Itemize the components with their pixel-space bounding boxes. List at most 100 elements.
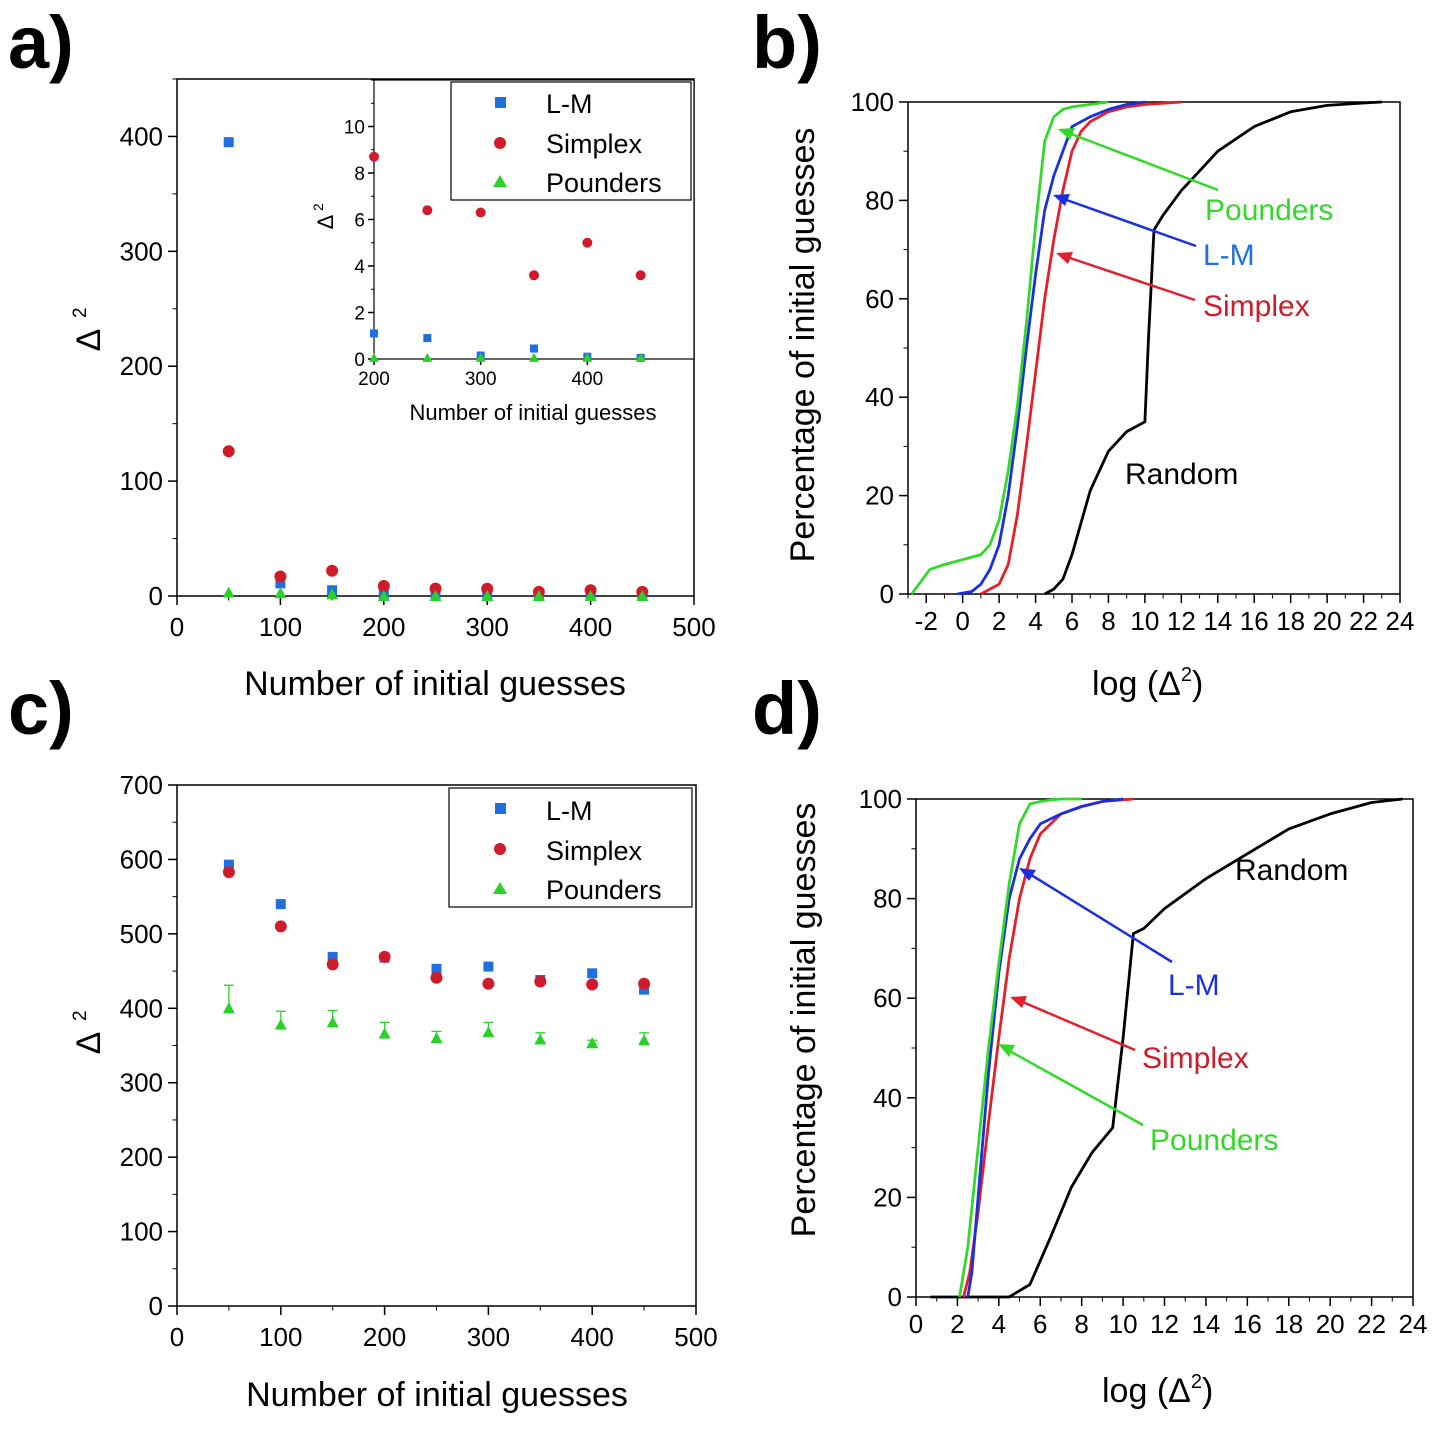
arrow-pounders-d bbox=[1005, 1047, 1144, 1127]
ticks-d-ytick-label-3: 60 bbox=[873, 983, 902, 1013]
marks-a-inset-point-simplex-5 bbox=[635, 270, 646, 281]
ticks-b-xtick-label-3: 4 bbox=[1028, 606, 1042, 636]
ticks-c: 0 100 200 300 400 500 0 100 200 300 400 500 600 700 bbox=[120, 770, 718, 1352]
annotation-lm-d: L-M bbox=[1168, 969, 1220, 1002]
ticks-d-xtick-label-3: 6 bbox=[1033, 1309, 1047, 1339]
marks-a-point-simplex-2 bbox=[326, 564, 339, 577]
marks-c bbox=[222, 859, 651, 1049]
ticks-d-xtick-label-1: 2 bbox=[950, 1309, 964, 1339]
marks-b-line-pounders bbox=[910, 100, 1109, 595]
ticks-b-ytick-label-0: 0 bbox=[880, 579, 894, 609]
marks-a-inset-point-pounders-2 bbox=[475, 352, 486, 362]
marks-c-point-pounders-6 bbox=[534, 1033, 547, 1045]
legend-box-c bbox=[448, 787, 693, 908]
marks-c-point-lm-1 bbox=[275, 899, 286, 910]
x-axis-sup-d: 2 bbox=[1191, 1371, 1202, 1393]
marks-c-point-pounders-2 bbox=[326, 1016, 339, 1028]
marks-a-point-lm-1 bbox=[275, 578, 286, 589]
x-axis-log-suffix-d: ) bbox=[1202, 1372, 1213, 1410]
marks-d bbox=[930, 797, 1403, 1299]
marks-a-inset-point-simplex-4 bbox=[582, 237, 593, 248]
legend-marker-simplex-c bbox=[494, 843, 506, 855]
x-axis-label-a: Number of initial guesses bbox=[244, 665, 626, 703]
marks-a-point-lm-0 bbox=[223, 137, 234, 148]
ticks-c-ytick-label-6: 600 bbox=[120, 844, 163, 874]
marks-a-point-pounders-6 bbox=[532, 589, 545, 601]
ticks-a-xtick-label-5: 500 bbox=[672, 612, 715, 642]
ticks-b-xtick-label-12: 22 bbox=[1349, 606, 1378, 636]
marks-a-inset-point-lm-3 bbox=[530, 344, 538, 353]
ticks-a-inset-ytick-label-3: 6 bbox=[354, 211, 365, 232]
ticks-d-xtick-label-5: 10 bbox=[1109, 1309, 1138, 1339]
marks-a-inset-point-pounders-0 bbox=[369, 352, 379, 362]
legend-label-simplex-a: Simplex bbox=[546, 129, 643, 159]
legend-a: L-M Simplex Pounders bbox=[450, 81, 692, 201]
arrow-lm-b bbox=[1060, 196, 1197, 248]
legend-c: L-M Simplex Pounders bbox=[448, 787, 693, 908]
inset-y-axis-label-a: Δ 2 bbox=[310, 203, 338, 229]
ticks-a-inset-xtick-label-0: 200 bbox=[358, 369, 390, 390]
marks-c-point-simplex-3 bbox=[378, 950, 391, 963]
ticks-c-xtick-label-1: 100 bbox=[259, 1322, 302, 1352]
ticks-d-xtick-label-2: 4 bbox=[992, 1309, 1006, 1339]
marks-c-point-pounders-0 bbox=[222, 1002, 235, 1014]
svg-text:log (Δ2): log (Δ2) bbox=[1092, 664, 1203, 703]
ticks-a-inset-ytick-label-1: 2 bbox=[354, 304, 365, 325]
arrowhead-pounders-d bbox=[998, 1044, 1015, 1057]
ticks-d-xtick-label-4: 8 bbox=[1074, 1309, 1088, 1339]
ticks-a-ytick-label-2: 200 bbox=[120, 351, 163, 381]
ticks-d-xtick-label-7: 14 bbox=[1191, 1309, 1220, 1339]
marks-a-inset-point-simplex-1 bbox=[422, 205, 433, 216]
ticks-d-xtick-label-12: 24 bbox=[1399, 1309, 1428, 1339]
ticks-b-xtick-label-4: 6 bbox=[1065, 606, 1079, 636]
marks-a-point-simplex-1 bbox=[274, 570, 287, 583]
ticks-d-xtick-label-6: 12 bbox=[1150, 1309, 1179, 1339]
marks-a-inset-point-pounders-3 bbox=[529, 352, 539, 362]
annotation-simplex-d: Simplex bbox=[1142, 1042, 1249, 1075]
marks-a-point-pounders-2 bbox=[326, 588, 339, 600]
ticks-b-xtick-label-0: -2 bbox=[915, 606, 938, 636]
ticks-c-ytick-label-7: 700 bbox=[120, 770, 163, 800]
ticks-c-ytick-label-3: 300 bbox=[120, 1068, 163, 1098]
ticks-a-inset-xtick-label-2: 400 bbox=[571, 369, 603, 390]
legend-label-lm-a: L-M bbox=[546, 89, 593, 119]
arrow-simplex-d bbox=[1017, 998, 1136, 1052]
ticks-a-inset-ytick-label-2: 4 bbox=[354, 257, 365, 278]
marks-d-line-pounders bbox=[958, 797, 1082, 1298]
marks-a-point-simplex-0 bbox=[222, 445, 235, 458]
marks-c-point-simplex-2 bbox=[326, 958, 339, 971]
inset-y-delta-a: Δ bbox=[313, 214, 338, 229]
arrowhead-simplex-b bbox=[1056, 252, 1073, 264]
annotation-lm-b: L-M bbox=[1203, 239, 1255, 272]
ticks-d-ytick-label-4: 80 bbox=[873, 884, 902, 914]
marks-a-inset-point-simplex-3 bbox=[529, 270, 539, 281]
ticks-d-ytick-label-0: 0 bbox=[888, 1282, 902, 1312]
marks-c-point-simplex-0 bbox=[222, 866, 235, 879]
ticks-a-ytick-label-0: 0 bbox=[149, 581, 163, 611]
ticks-b-xtick-label-2: 2 bbox=[992, 606, 1006, 636]
x-axis-label-c: Number of initial guesses bbox=[246, 1376, 628, 1414]
ticks-b-xtick-label-5: 8 bbox=[1101, 606, 1115, 636]
marks-a-point-pounders-0 bbox=[222, 586, 235, 598]
ticks-b-xtick-label-11: 20 bbox=[1313, 606, 1342, 636]
panel-label-c: c) bbox=[8, 667, 74, 750]
ticks-d-xtick-label-10: 20 bbox=[1316, 1309, 1345, 1339]
ticks-a-xtick-label-2: 200 bbox=[362, 612, 405, 642]
ticks-a-xtick-label-1: 100 bbox=[259, 612, 302, 642]
marks-c-point-lm-5 bbox=[483, 961, 494, 972]
legend-label-pounders-c: Pounders bbox=[546, 875, 662, 905]
marks-a-point-simplex-3 bbox=[377, 580, 390, 593]
ticks-c-xtick-label-3: 300 bbox=[467, 1322, 510, 1352]
arrowhead-lm-d bbox=[1019, 868, 1036, 881]
ticks-b-xtick-label-13: 24 bbox=[1386, 606, 1415, 636]
marks-c-point-pounders-7 bbox=[586, 1037, 599, 1049]
marks-c-point-simplex-1 bbox=[274, 920, 287, 933]
ticks-c-ytick-label-2: 200 bbox=[120, 1142, 163, 1172]
arrowhead-lm-b bbox=[1053, 194, 1070, 206]
marks-c-point-simplex-5 bbox=[482, 977, 495, 990]
x-axis-label-b: log (Δ2) bbox=[1092, 664, 1203, 703]
